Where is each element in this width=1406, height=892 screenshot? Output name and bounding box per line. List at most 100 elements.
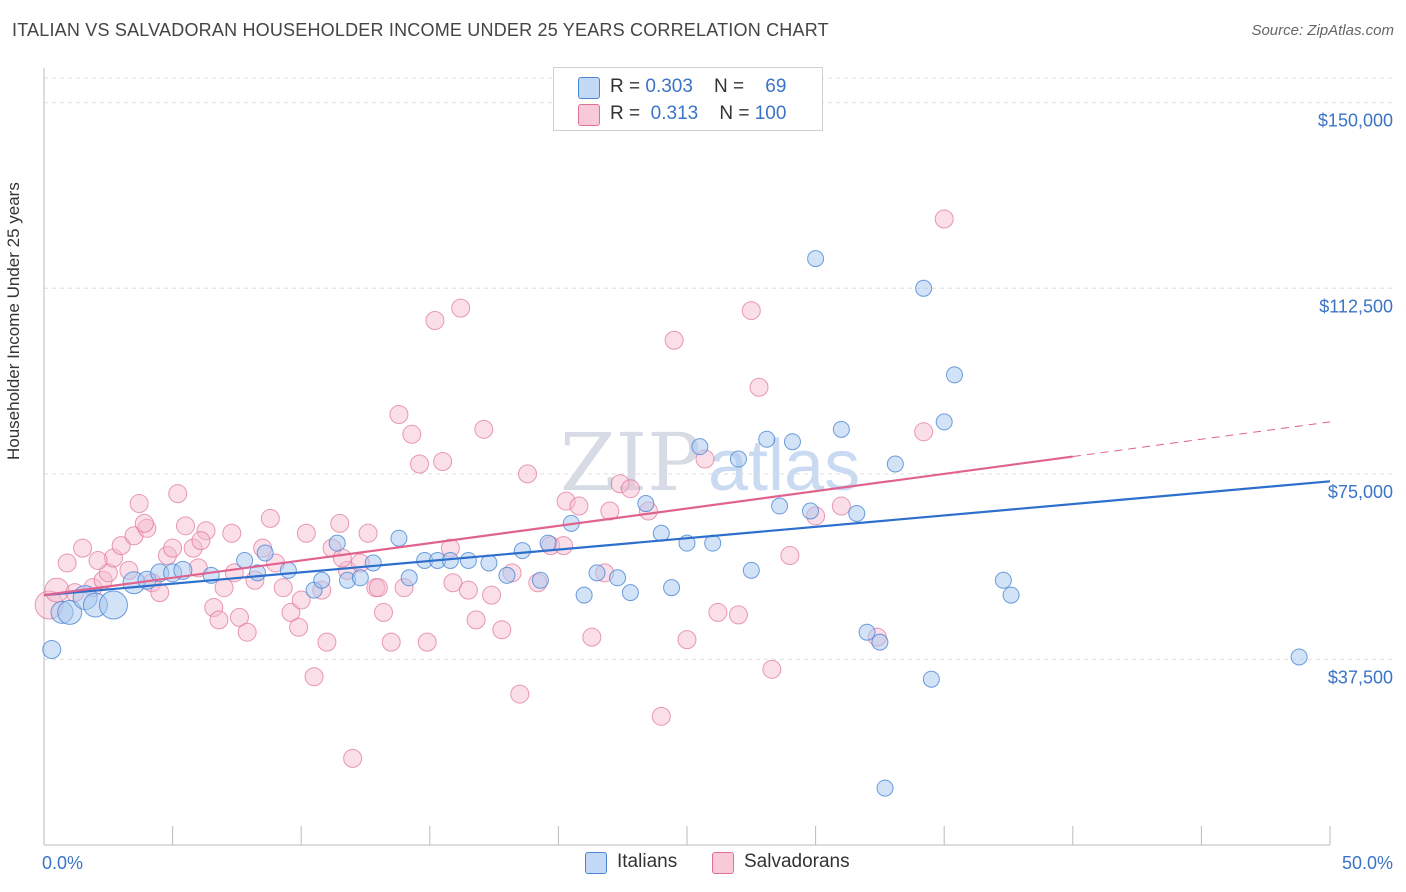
- salvadoran-point: [57, 553, 77, 573]
- salvadoran-point: [222, 523, 242, 543]
- salvadoran-point: [358, 523, 378, 543]
- salvadoran-point: [425, 310, 445, 330]
- salvadoran-point: [451, 298, 471, 318]
- salvadoran-point: [556, 491, 576, 511]
- italians-legend-swatch: [585, 852, 607, 874]
- salvadoran-point: [433, 452, 453, 471]
- italian-point: [313, 571, 331, 589]
- salvadoran-point: [677, 630, 697, 650]
- salvadoran-point: [289, 617, 309, 637]
- salvadorans-legend-label: Salvadorans: [744, 851, 850, 872]
- salvadoran-point: [281, 602, 301, 622]
- salvadoran-point: [330, 513, 350, 533]
- salvadoran-point: [368, 578, 388, 598]
- salvadoran-point: [831, 496, 851, 516]
- salvadoran-point: [458, 580, 478, 600]
- salvadoran-point: [229, 607, 249, 627]
- y-tick-label: $37,500: [1328, 667, 1393, 687]
- italian-point: [915, 279, 933, 297]
- italians-trend-line: [43, 480, 1331, 597]
- salvadoran-point: [708, 602, 728, 622]
- italian-point: [98, 590, 128, 620]
- salvadoran-point: [150, 583, 170, 603]
- salvadoran-point: [466, 610, 486, 630]
- salvadoran-point: [103, 548, 123, 568]
- salvadorans-n-value: 100: [754, 103, 787, 124]
- r-label: R =: [610, 76, 646, 97]
- y-tick-label: $112,500: [1319, 296, 1393, 316]
- italian-point: [236, 551, 254, 569]
- salvadoran-point: [196, 521, 216, 541]
- salvadoran-point: [73, 538, 93, 558]
- r-label: R =: [610, 103, 646, 124]
- salvadoran-point: [291, 590, 311, 610]
- salvadoran-point: [518, 464, 538, 484]
- italian-point: [390, 529, 408, 547]
- legend-italians-text: R = 0.303 N = 69: [610, 76, 786, 98]
- salvadoran-point: [749, 377, 769, 397]
- salvadoran-point: [204, 597, 224, 617]
- italian-point: [922, 670, 940, 688]
- tick-labels: $37,500 $75,000 $112,500 $150,000 0.0% 50.0%: [42, 111, 1393, 873]
- salvadorans-trend-line: [43, 455, 1073, 597]
- salvadoran-point: [417, 632, 437, 652]
- italian-point: [886, 455, 904, 473]
- watermark-zip: ZIP: [560, 416, 701, 509]
- source-label: Source: ZipAtlas.com: [1251, 22, 1394, 39]
- salvadoran-point: [510, 684, 530, 704]
- x-tick-label-max: 50.0%: [1342, 853, 1393, 873]
- salvadorans-trend-extension: [1072, 421, 1331, 458]
- trend-lines: [43, 421, 1331, 597]
- italian-point: [351, 569, 369, 587]
- salvadorans-r-value: 0.313: [650, 103, 699, 124]
- salvadoran-point: [651, 706, 671, 726]
- italian-point: [531, 571, 549, 589]
- italian-point: [691, 438, 709, 456]
- salvadoran-point: [129, 494, 149, 514]
- salvadoran-point: [209, 610, 229, 630]
- y-tick-label: $75,000: [1328, 482, 1393, 502]
- salvadoran-point: [381, 632, 401, 652]
- salvadoran-point: [44, 577, 70, 603]
- salvadoran-point: [762, 659, 782, 679]
- y-tick-label: $150,000: [1318, 111, 1393, 131]
- watermark-atlas: atlas: [708, 426, 860, 506]
- italian-point: [539, 534, 557, 552]
- italians-r-value: 0.303: [645, 76, 693, 97]
- correlation-legend: R = 0.303 N = 69 R = 0.313 N = 100: [553, 67, 823, 131]
- italian-point: [832, 420, 850, 438]
- salvadoran-point: [273, 578, 293, 598]
- italian-point: [588, 564, 606, 582]
- italian-point: [945, 366, 963, 384]
- salvadoran-point: [443, 573, 463, 593]
- salvadoran-point: [664, 330, 684, 350]
- italian-point: [256, 544, 274, 562]
- italians-n-value: 69: [765, 76, 787, 97]
- salvadoran-point: [569, 496, 589, 516]
- italian-point: [513, 542, 531, 560]
- salvadoran-point: [137, 518, 157, 538]
- salvadoran-point: [582, 627, 602, 647]
- salvadoran-point: [620, 479, 640, 499]
- italian-point: [742, 561, 760, 579]
- italian-point: [498, 566, 516, 584]
- salvadorans-legend-swatch: [712, 852, 734, 874]
- salvadoran-point: [317, 632, 337, 652]
- italian-point: [935, 413, 953, 431]
- italian-point: [801, 502, 819, 520]
- italian-point: [459, 551, 477, 569]
- italians-legend-label: Italians: [617, 851, 678, 872]
- italian-point: [758, 430, 776, 448]
- italian-point: [637, 495, 655, 513]
- italian-point: [400, 569, 418, 587]
- italian-point: [771, 497, 789, 515]
- salvadoran-point: [163, 538, 183, 558]
- salvadoran-point: [934, 209, 954, 229]
- salvadoran-point: [492, 620, 512, 640]
- italian-point: [1290, 648, 1308, 666]
- italian-point: [848, 504, 866, 522]
- salvadoran-point: [98, 563, 118, 583]
- salvadoran-point: [610, 474, 630, 494]
- italian-point: [328, 534, 346, 552]
- salvadoran-point: [389, 404, 409, 424]
